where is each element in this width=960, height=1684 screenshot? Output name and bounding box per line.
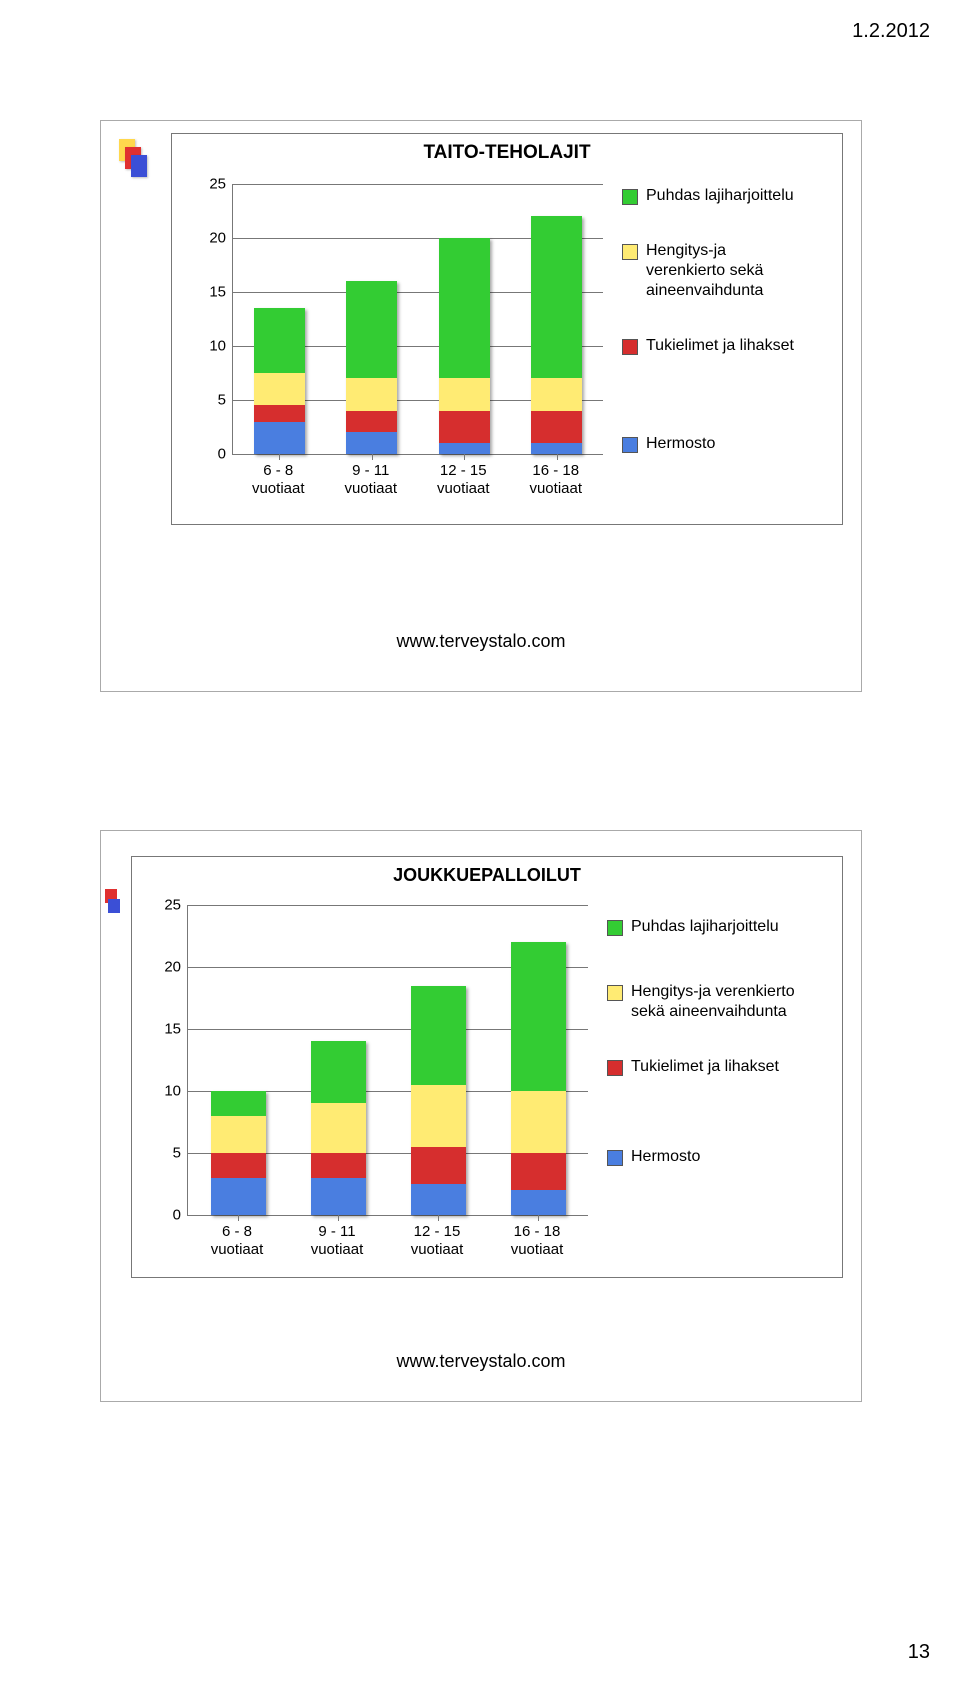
legend-swatch-icon bbox=[607, 985, 623, 1001]
slide-deco-icon bbox=[119, 139, 149, 179]
legend-item: Puhdas lajiharjoittelu bbox=[622, 186, 826, 206]
legend-label: Puhdas lajiharjoittelu bbox=[646, 186, 826, 206]
chart-2-legend: Puhdas lajiharjoittelu Hengitys-ja verenk… bbox=[607, 917, 837, 1217]
chart-2-title: JOUKKUEPALLOILUT bbox=[132, 865, 842, 886]
chart-1-plot bbox=[232, 184, 603, 455]
chart-1-url: www.terveystalo.com bbox=[101, 631, 861, 652]
page-date: 1.2.2012 bbox=[852, 20, 930, 43]
legend-label: Puhdas lajiharjoittelu bbox=[631, 917, 831, 937]
x-tick-label: 6 - 8vuotiaat bbox=[232, 462, 325, 498]
bar bbox=[511, 942, 566, 1215]
legend-swatch-icon bbox=[607, 1150, 623, 1166]
y-tick-label: 15 bbox=[153, 1021, 181, 1038]
chart-2-url: www.terveystalo.com bbox=[101, 1351, 861, 1372]
x-tick-label: 12 - 15vuotiaat bbox=[387, 1223, 487, 1259]
y-tick-label: 5 bbox=[198, 392, 226, 409]
chart-1-box: TAITO-TEHOLAJIT 0 5 10 15 20 25 6 - 8vuotiaat… bbox=[171, 133, 843, 525]
x-tick-label: 16 - 18vuotiaat bbox=[510, 462, 603, 498]
legend-swatch-icon bbox=[622, 189, 638, 205]
slide-1: TAITO-TEHOLAJIT 0 5 10 15 20 25 6 - 8vuotiaat… bbox=[100, 120, 862, 692]
legend-swatch-icon bbox=[622, 437, 638, 453]
legend-label: Tukielimet ja lihakset bbox=[646, 336, 826, 356]
bar bbox=[439, 238, 490, 454]
legend-item: Tukielimet ja lihakset bbox=[622, 336, 826, 356]
chart-1-legend: Puhdas lajiharjoittelu Hengitys-javerenki… bbox=[622, 186, 832, 486]
y-tick-label: 20 bbox=[153, 959, 181, 976]
slide2-deco-icon bbox=[105, 889, 119, 919]
legend-item: Tukielimet ja lihakset bbox=[607, 1057, 831, 1077]
x-tick-label: 6 - 8vuotiaat bbox=[187, 1223, 287, 1259]
legend-swatch-icon bbox=[622, 244, 638, 260]
y-tick-label: 20 bbox=[198, 230, 226, 247]
bar bbox=[411, 986, 466, 1215]
bar bbox=[346, 281, 397, 454]
legend-label: Hengitys-javerenkierto sekäaineenvaihdun… bbox=[646, 241, 826, 301]
y-tick-label: 25 bbox=[153, 897, 181, 914]
legend-swatch-icon bbox=[607, 920, 623, 936]
page-number: 13 bbox=[908, 1641, 930, 1664]
legend-item: Hermosto bbox=[622, 434, 826, 454]
y-tick-label: 5 bbox=[153, 1145, 181, 1162]
legend-item: Hengitys-ja verenkiertosekä aineenvaihdu… bbox=[607, 982, 831, 1022]
y-tick-label: 0 bbox=[153, 1207, 181, 1224]
legend-item: Puhdas lajiharjoittelu bbox=[607, 917, 831, 937]
legend-label: Tukielimet ja lihakset bbox=[631, 1057, 831, 1077]
y-tick-label: 10 bbox=[153, 1083, 181, 1100]
bar bbox=[211, 1091, 266, 1215]
y-tick-label: 10 bbox=[198, 338, 226, 355]
y-tick-label: 0 bbox=[198, 446, 226, 463]
legend-item: Hermosto bbox=[607, 1147, 831, 1167]
legend-label: Hermosto bbox=[646, 434, 826, 454]
page: 1.2.2012 TAITO-TEHOLAJIT 0 5 10 15 20 25 6 - … bbox=[0, 0, 960, 1684]
x-tick-label: 9 - 11vuotiaat bbox=[325, 462, 418, 498]
x-tick-label: 12 - 15vuotiaat bbox=[417, 462, 510, 498]
y-tick-label: 15 bbox=[198, 284, 226, 301]
chart-2-plot bbox=[187, 905, 588, 1216]
x-tick-label: 16 - 18vuotiaat bbox=[487, 1223, 587, 1259]
slide-2: JOUKKUEPALLOILUT 0 5 10 15 20 25 6 - 8vuotiaa… bbox=[100, 830, 862, 1402]
bar bbox=[531, 216, 582, 454]
legend-label: Hermosto bbox=[631, 1147, 831, 1167]
chart-1-title: TAITO-TEHOLAJIT bbox=[172, 142, 842, 164]
legend-item: Hengitys-javerenkierto sekäaineenvaihdun… bbox=[622, 241, 826, 301]
legend-swatch-icon bbox=[622, 339, 638, 355]
bar bbox=[254, 308, 305, 454]
legend-swatch-icon bbox=[607, 1060, 623, 1076]
chart-2-box: JOUKKUEPALLOILUT 0 5 10 15 20 25 6 - 8vuotiaa… bbox=[131, 856, 843, 1278]
y-tick-label: 25 bbox=[198, 176, 226, 193]
legend-label: Hengitys-ja verenkiertosekä aineenvaihdu… bbox=[631, 982, 831, 1022]
bar bbox=[311, 1041, 366, 1215]
x-tick-label: 9 - 11vuotiaat bbox=[287, 1223, 387, 1259]
